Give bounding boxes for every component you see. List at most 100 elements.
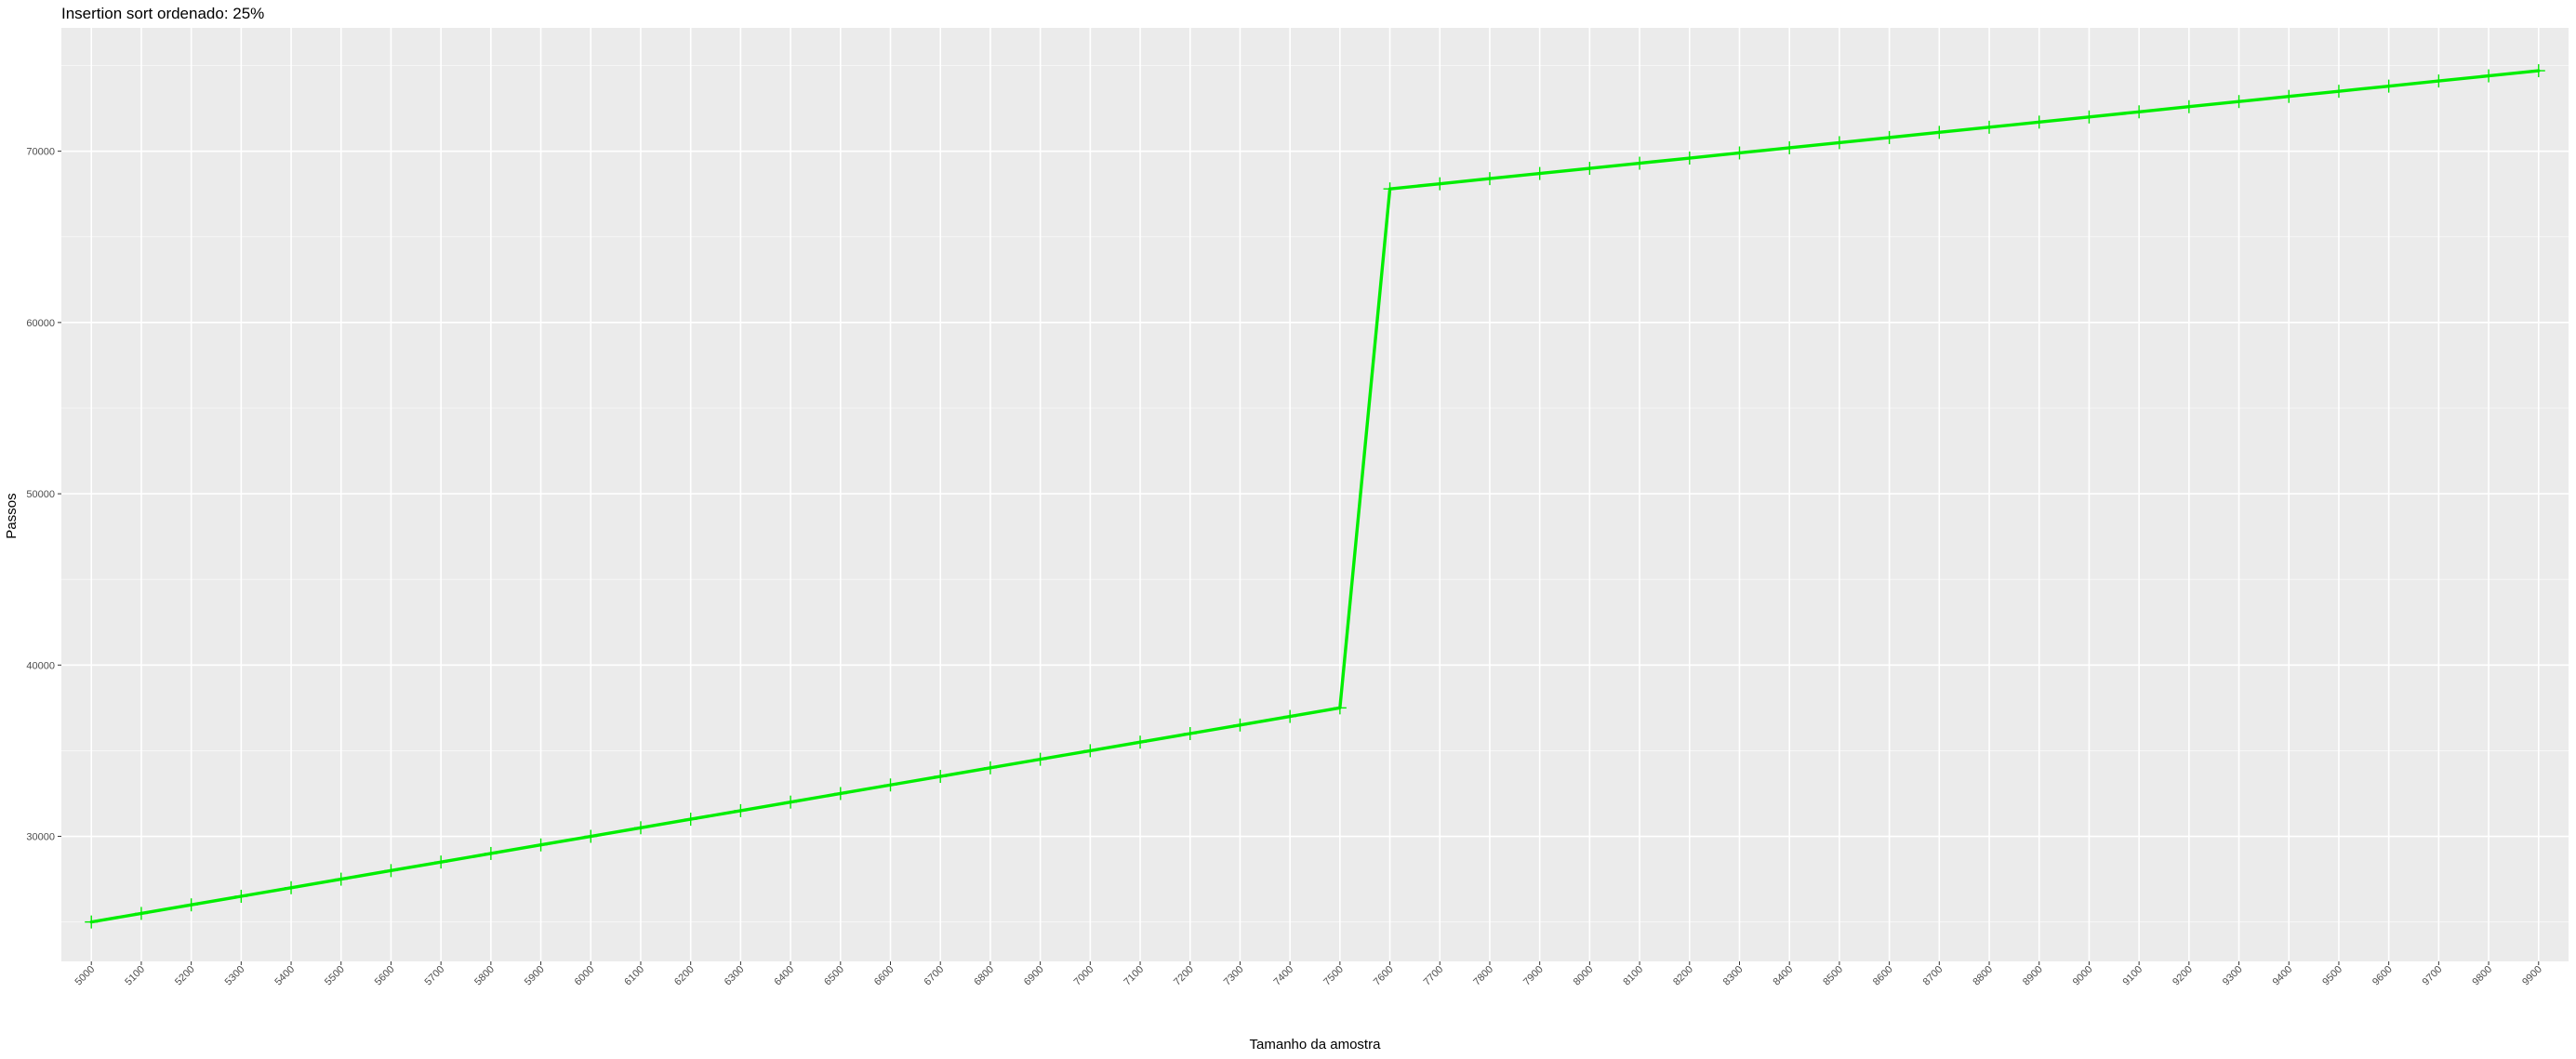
data-point <box>234 889 248 903</box>
x-tick-label: 9600 <box>2370 964 2395 988</box>
data-point <box>1983 120 1997 134</box>
x-tick-label: 7100 <box>1122 964 1146 988</box>
x-tick-label: 5400 <box>272 964 297 988</box>
data-point <box>833 787 847 801</box>
x-tick-label: 6000 <box>573 964 597 988</box>
x-tick-label: 8600 <box>1871 964 1895 988</box>
data-point <box>534 838 548 852</box>
data-point <box>2531 64 2545 78</box>
x-tick-label: 9200 <box>2171 964 2195 988</box>
data-point <box>484 846 498 860</box>
x-tick-label: 5300 <box>223 964 247 988</box>
y-axis: 30000 40000 50000 60000 70000 <box>26 147 61 843</box>
data-point <box>584 829 598 843</box>
series-line <box>89 69 2541 924</box>
x-axis: 5000 5100 5200 5300 5400 5500 5600 5700 5800 5900… <box>73 961 2544 987</box>
x-tick-label: 5900 <box>523 964 547 988</box>
data-point <box>434 855 448 869</box>
data-point <box>184 898 198 912</box>
x-tick-label: 6400 <box>772 964 796 988</box>
data-point <box>784 795 798 809</box>
x-tick-label: 5500 <box>323 964 347 988</box>
x-tick-label: 5100 <box>123 964 147 988</box>
x-tick-label: 9800 <box>2470 964 2494 988</box>
x-tick-label: 5600 <box>373 964 397 988</box>
y-tick-label: 50000 <box>26 489 55 500</box>
data-point <box>883 778 897 792</box>
data-point <box>2032 115 2046 129</box>
x-tick-label: 6900 <box>1022 964 1046 988</box>
data-point <box>934 770 948 784</box>
x-tick-label: 7800 <box>1471 964 1495 988</box>
x-tick-label: 7700 <box>1422 964 1446 988</box>
minor-gridlines <box>61 65 2569 923</box>
data-point <box>1633 156 1647 170</box>
x-tick-label: 7200 <box>1172 964 1196 988</box>
x-tick-label: 9900 <box>2520 964 2544 988</box>
data-point <box>2182 99 2196 113</box>
x-tick-label: 8100 <box>1621 964 1645 988</box>
data-point <box>633 821 647 835</box>
y-tick-label: 60000 <box>26 318 55 329</box>
data-point <box>1882 130 1896 144</box>
x-tick-label: 5000 <box>73 964 98 988</box>
major-gridlines <box>61 28 2569 961</box>
data-point <box>1383 182 1397 196</box>
data-point <box>1433 177 1447 191</box>
x-tick-label: 6600 <box>872 964 896 988</box>
x-tick-label: 7900 <box>1521 964 1546 988</box>
data-point <box>2482 69 2496 83</box>
data-point <box>1682 152 1696 165</box>
data-point <box>1783 140 1797 154</box>
data-point <box>983 761 997 774</box>
data-point <box>2282 89 2296 103</box>
x-tick-label: 9100 <box>2120 964 2144 988</box>
data-point <box>2132 105 2146 119</box>
x-tick-label: 6800 <box>972 964 996 988</box>
data-point <box>2082 110 2096 124</box>
x-tick-label: 9400 <box>2271 964 2295 988</box>
x-tick-label: 7300 <box>1222 964 1246 988</box>
data-point <box>2232 95 2246 109</box>
x-tick-label: 6500 <box>822 964 846 988</box>
x-axis-title: Tamanho da amostra <box>1250 1037 1382 1052</box>
x-tick-label: 8400 <box>1772 964 1796 988</box>
x-tick-label: 5200 <box>173 964 197 988</box>
data-point <box>1832 136 1846 150</box>
x-tick-label: 9000 <box>2071 964 2095 988</box>
x-tick-label: 9500 <box>2320 964 2344 988</box>
data-point <box>1183 726 1197 740</box>
x-tick-label: 8200 <box>1671 964 1695 988</box>
data-point <box>1533 166 1547 180</box>
data-point <box>684 813 697 827</box>
data-point <box>134 907 148 920</box>
y-tick-label: 30000 <box>26 832 55 843</box>
data-point <box>1134 735 1148 749</box>
x-tick-label: 8700 <box>1921 964 1945 988</box>
data-point <box>1033 752 1047 766</box>
x-tick-label: 5800 <box>472 964 497 988</box>
x-tick-label: 8800 <box>1971 964 1995 988</box>
data-point <box>1083 744 1097 758</box>
data-point <box>734 803 748 817</box>
y-tick-label: 40000 <box>26 660 55 671</box>
data-point <box>85 915 99 929</box>
x-tick-label: 7400 <box>1271 964 1295 988</box>
data-point <box>1733 146 1746 160</box>
data-point <box>1333 701 1347 715</box>
data-point <box>384 864 398 878</box>
data-point <box>2382 79 2396 93</box>
chart-title: Insertion sort ordenado: 25% <box>61 5 264 22</box>
x-tick-label: 8500 <box>1821 964 1845 988</box>
y-axis-title: Passos <box>4 493 20 538</box>
x-tick-label: 8000 <box>1572 964 1596 988</box>
data-point <box>1283 709 1297 723</box>
x-tick-label: 9700 <box>2421 964 2445 988</box>
data-point <box>1233 718 1247 732</box>
x-tick-label: 7600 <box>1372 964 1396 988</box>
x-tick-label: 7500 <box>1321 964 1346 988</box>
data-point <box>1482 172 1496 186</box>
x-tick-label: 9300 <box>2221 964 2245 988</box>
data-point <box>1932 126 1946 139</box>
